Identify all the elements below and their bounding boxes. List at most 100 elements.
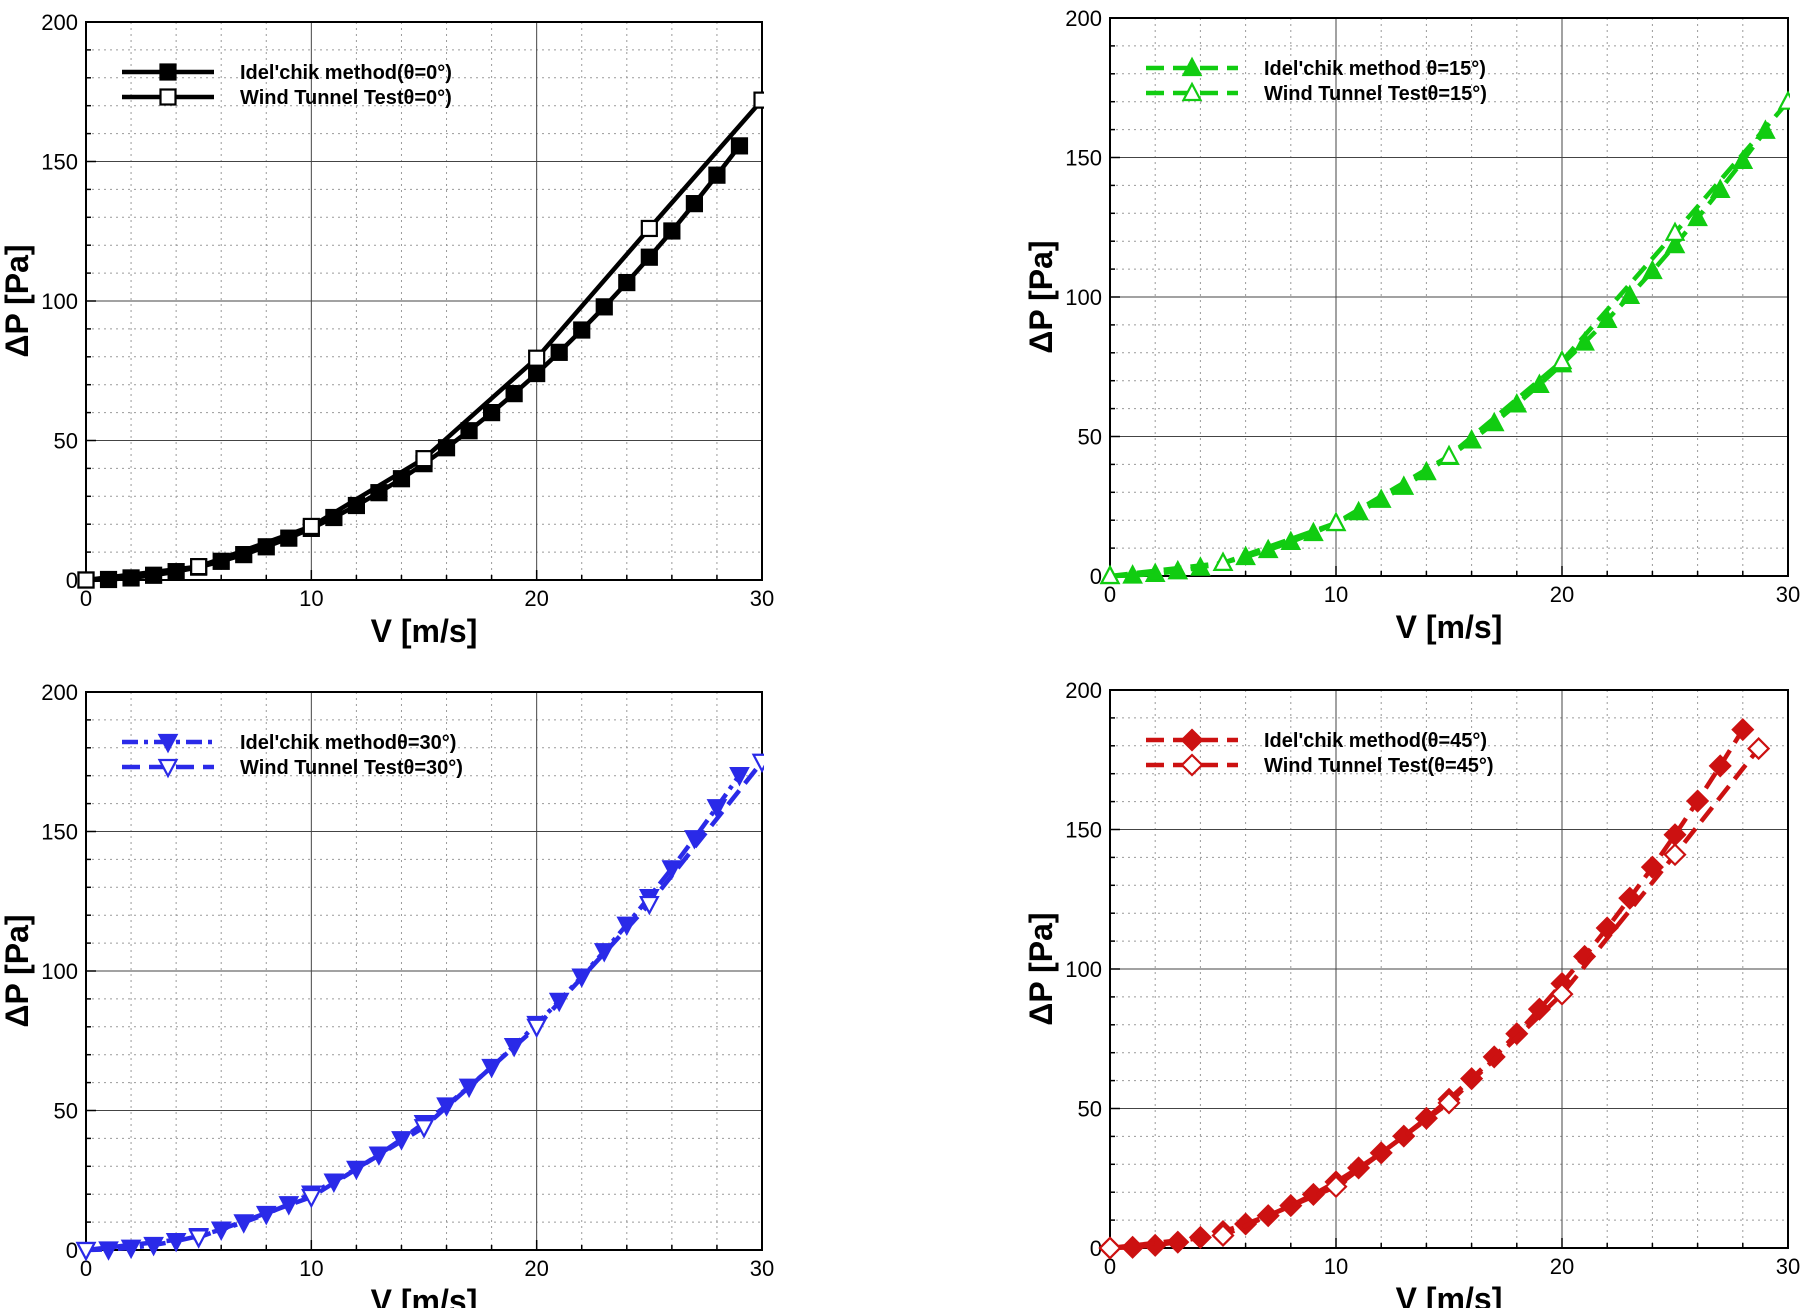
data-point bbox=[1505, 1022, 1529, 1046]
data-point bbox=[483, 404, 501, 422]
x-tick-label: 30 bbox=[1776, 582, 1800, 607]
data-point bbox=[528, 349, 546, 367]
x-tick-label: 30 bbox=[1776, 1254, 1800, 1279]
y-tick-label: 200 bbox=[1065, 6, 1102, 31]
data-point bbox=[1777, 90, 1790, 110]
y-axis-title: ΔP [Pa] bbox=[1023, 240, 1059, 353]
data-point bbox=[685, 195, 704, 213]
legend-label: Idel'chik method(θ=0°) bbox=[240, 62, 452, 84]
data-point bbox=[1550, 982, 1574, 1006]
data-point bbox=[526, 1018, 547, 1039]
data-point bbox=[1709, 178, 1731, 198]
legend-marker bbox=[1181, 81, 1203, 102]
y-tick-label: 150 bbox=[1065, 818, 1102, 843]
major-grid bbox=[86, 22, 762, 580]
series-2 bbox=[1098, 737, 1771, 1260]
data-point bbox=[1280, 530, 1302, 551]
data-point bbox=[1663, 843, 1687, 867]
y-tick-label: 100 bbox=[41, 959, 78, 984]
series-1 bbox=[77, 137, 749, 589]
x-axis-title: V [m/s] bbox=[1396, 1281, 1503, 1308]
data-point bbox=[302, 517, 320, 536]
data-point bbox=[640, 248, 658, 266]
legend-marker bbox=[157, 758, 179, 779]
data-point bbox=[1122, 564, 1143, 584]
data-point bbox=[708, 166, 726, 184]
data-point bbox=[1211, 1223, 1235, 1248]
data-point bbox=[1437, 1091, 1461, 1115]
data-point bbox=[640, 219, 658, 238]
data-point bbox=[1619, 284, 1641, 304]
x-tick-label: 20 bbox=[1550, 582, 1574, 607]
legend-label: Wind Tunnel Testθ=0°) bbox=[240, 87, 452, 109]
data-point bbox=[1257, 538, 1279, 559]
x-tick-label: 0 bbox=[1104, 582, 1116, 607]
x-tick-label: 20 bbox=[524, 586, 548, 611]
legend-marker bbox=[1181, 56, 1203, 77]
legend-marker bbox=[159, 88, 177, 106]
y-axis-title: ΔP [Pa] bbox=[1023, 912, 1059, 1025]
y-tick-label: 100 bbox=[1065, 285, 1102, 310]
y-tick-label: 150 bbox=[1065, 146, 1102, 171]
legend-marker bbox=[159, 63, 177, 81]
y-tick-label: 0 bbox=[1090, 564, 1102, 589]
x-tick-label: 10 bbox=[299, 1256, 323, 1281]
data-point bbox=[753, 91, 764, 109]
x-tick-label: 10 bbox=[1324, 582, 1348, 607]
y-tick-label: 100 bbox=[1065, 957, 1102, 982]
data-point bbox=[75, 1241, 97, 1262]
series-1 bbox=[75, 767, 750, 1262]
y-tick-label: 0 bbox=[66, 1238, 78, 1263]
data-point bbox=[1596, 308, 1618, 328]
data-point bbox=[663, 222, 681, 240]
legend-marker bbox=[1180, 728, 1204, 752]
x-tick-label: 0 bbox=[80, 586, 92, 611]
y-tick-label: 50 bbox=[1078, 1097, 1102, 1122]
y-tick-label: 150 bbox=[41, 820, 78, 845]
data-point bbox=[1324, 1175, 1348, 1199]
x-tick-label: 20 bbox=[1550, 1254, 1574, 1279]
y-tick-label: 150 bbox=[41, 150, 78, 175]
data-point bbox=[188, 1229, 209, 1249]
series-line bbox=[85, 98, 764, 583]
data-point bbox=[1731, 718, 1755, 742]
chart-panel-1: 0 10 20 30 0 50 100 150 200 V [m/s] ΔP [Pa] Idel'ch… bbox=[0, 10, 774, 649]
y-tick-label: 50 bbox=[1078, 425, 1102, 450]
series-line bbox=[1109, 100, 1790, 579]
data-point bbox=[436, 1097, 457, 1117]
chart-panel-3: 0 10 20 30 0 50 100 150 200 V [m/s] ΔP [Pa] Idel'ch… bbox=[0, 680, 774, 1308]
series-line bbox=[85, 144, 742, 583]
x-tick-label: 0 bbox=[80, 1256, 92, 1281]
data-point bbox=[730, 137, 749, 155]
series-2 bbox=[1099, 90, 1790, 585]
major-grid bbox=[86, 692, 762, 1250]
x-tick-label: 30 bbox=[750, 586, 774, 611]
x-axis-title: V [m/s] bbox=[1396, 609, 1503, 645]
legend-label: Idel'chik method(θ=45°) bbox=[1264, 730, 1487, 752]
x-axis-title: V [m/s] bbox=[371, 1283, 478, 1308]
data-point bbox=[1325, 511, 1347, 532]
data-point bbox=[528, 364, 546, 383]
x-tick-label: 10 bbox=[299, 586, 323, 611]
data-point bbox=[729, 767, 750, 787]
minor-grid bbox=[1110, 690, 1788, 1248]
data-point bbox=[1747, 737, 1771, 761]
series-line bbox=[85, 760, 764, 1253]
x-axis-title: V [m/s] bbox=[371, 613, 478, 649]
data-point bbox=[1438, 444, 1460, 465]
legend-marker bbox=[157, 733, 179, 754]
y-tick-label: 0 bbox=[66, 568, 78, 593]
major-grid bbox=[1110, 18, 1788, 576]
chart-panel-2: 0 10 20 30 0 50 100 150 200 V [m/s] ΔP [Pa] Idel'ch… bbox=[1023, 6, 1800, 645]
x-tick-label: 30 bbox=[750, 1256, 774, 1281]
data-point bbox=[573, 321, 591, 339]
y-tick-label: 50 bbox=[54, 429, 78, 454]
legend-marker bbox=[1180, 753, 1204, 777]
data-point bbox=[639, 895, 660, 916]
legend: Idel'chik method(θ=45°) Wind Tunnel Test(… bbox=[1146, 728, 1494, 777]
data-point bbox=[77, 571, 95, 589]
data-point bbox=[1640, 855, 1664, 879]
data-point bbox=[1574, 331, 1595, 351]
data-point bbox=[415, 450, 433, 468]
